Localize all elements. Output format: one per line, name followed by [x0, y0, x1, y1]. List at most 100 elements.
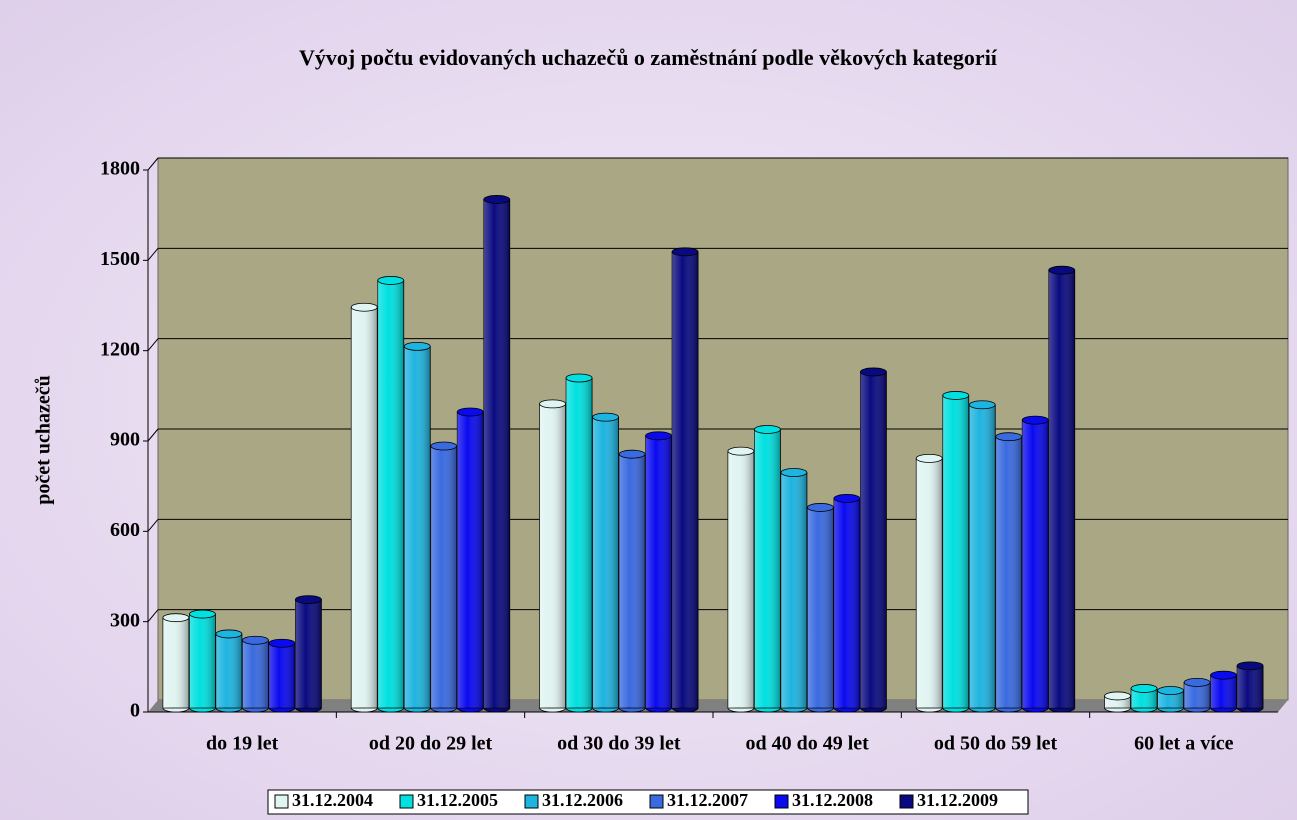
bar-top	[645, 431, 672, 441]
bar-top	[968, 400, 996, 410]
bar-shade	[430, 446, 457, 708]
bar-shade	[189, 614, 216, 708]
bar-shade	[672, 251, 699, 709]
legend-label: 31.12.2005	[417, 790, 498, 810]
bar-top	[215, 629, 243, 639]
bar-top	[483, 195, 511, 204]
bar-top	[539, 399, 566, 409]
bar-top	[754, 425, 781, 434]
bar-shade	[1157, 690, 1184, 708]
bar-top	[860, 367, 887, 377]
legend-label: 31.12.2004	[292, 790, 373, 810]
bar-shade	[727, 451, 754, 708]
bar-shade	[807, 507, 834, 708]
legend-label: 31.12.2007	[667, 790, 748, 810]
bar-shade	[566, 377, 593, 708]
bar-shade	[619, 454, 646, 708]
bar-top	[833, 494, 861, 503]
bar-shade	[916, 458, 943, 708]
grid-line-side	[147, 609, 159, 622]
bar-top	[456, 407, 484, 417]
bar-shade	[242, 640, 269, 708]
legend-swatch	[649, 794, 664, 809]
bar-top	[377, 276, 405, 285]
bar-shade	[377, 280, 404, 708]
bar-top	[1130, 684, 1158, 693]
bar-shade	[780, 472, 807, 708]
legend-swatch	[399, 794, 414, 809]
y-tick-label: 1500	[100, 248, 140, 270]
bar-shade	[162, 617, 189, 708]
legend-swatch	[524, 794, 539, 809]
x-tick-label: od 50 do 59 let	[934, 733, 1058, 755]
legend-swatch	[774, 794, 789, 809]
bar-shade	[215, 633, 242, 708]
y-tick-label: 300	[110, 609, 140, 631]
bar-top	[780, 468, 808, 477]
y-tick-label: 1200	[100, 338, 140, 360]
y-axis-label: počet uchazečů	[33, 375, 55, 504]
y-tick-label: 0	[130, 700, 140, 722]
bar-top	[242, 635, 269, 645]
bar-top	[1021, 415, 1049, 425]
legend-label: 31.12.2009	[917, 790, 998, 810]
bar-top	[727, 446, 755, 456]
legend-label: 31.12.2008	[792, 790, 873, 810]
bar-top	[1157, 686, 1184, 695]
bar-shade	[457, 412, 484, 708]
bar-top	[268, 638, 296, 648]
bar-shade	[860, 371, 887, 708]
y-tick-label: 1800	[100, 158, 140, 180]
bar-shade	[645, 435, 672, 708]
bar-top	[995, 432, 1023, 442]
bar-top	[807, 503, 834, 512]
bar-top	[1183, 678, 1211, 687]
bar-top	[295, 595, 322, 604]
x-tick-label: do 19 let	[206, 733, 279, 755]
grid-line-side	[147, 157, 159, 171]
bar-shade	[995, 436, 1022, 708]
x-tick-label: 60 let a více	[1134, 733, 1234, 755]
grid-line-side	[147, 248, 159, 261]
chart-title: Vývoj počtu evidovaných uchazečů o zaměs…	[299, 45, 998, 70]
legend-swatch	[899, 794, 914, 809]
bar-shade	[942, 395, 969, 708]
y-tick-label: 600	[110, 519, 140, 541]
x-tick-label: od 40 do 49 let	[745, 733, 869, 755]
bar-top	[942, 391, 970, 400]
x-tick-label: od 30 do 39 let	[557, 733, 681, 755]
bar-top	[1104, 691, 1131, 701]
bar-top	[592, 412, 619, 422]
bar-top	[350, 302, 378, 312]
bar-shade	[1022, 420, 1049, 708]
bar-shade	[351, 307, 378, 708]
bar-top	[403, 341, 431, 351]
bar-shade	[969, 404, 996, 708]
bar-top	[671, 247, 699, 257]
bar-top	[189, 609, 216, 619]
grid-line-side	[147, 428, 159, 442]
bar-top	[1236, 661, 1264, 671]
bar-shade	[483, 199, 510, 708]
bar-top	[565, 373, 593, 383]
legend-swatch	[274, 794, 289, 809]
grid-line-side	[147, 519, 159, 532]
bar-top	[1210, 670, 1237, 680]
bar-shade	[1131, 688, 1158, 708]
legend-label: 31.12.2006	[542, 790, 623, 810]
y-tick-label: 900	[110, 429, 140, 451]
bar-shade	[754, 429, 781, 708]
bar-shade	[592, 417, 619, 708]
bar-shade	[404, 346, 431, 708]
bar-shade	[1048, 270, 1075, 708]
bar-top	[430, 441, 458, 451]
bar-shade	[539, 403, 566, 708]
x-tick-label: od 20 do 29 let	[369, 733, 493, 755]
bar-top	[162, 613, 190, 623]
bar-shade	[833, 498, 860, 708]
legend	[267, 789, 1029, 815]
bar-top	[1048, 265, 1076, 275]
bar-top	[618, 449, 646, 459]
bar-shade	[1210, 675, 1237, 708]
